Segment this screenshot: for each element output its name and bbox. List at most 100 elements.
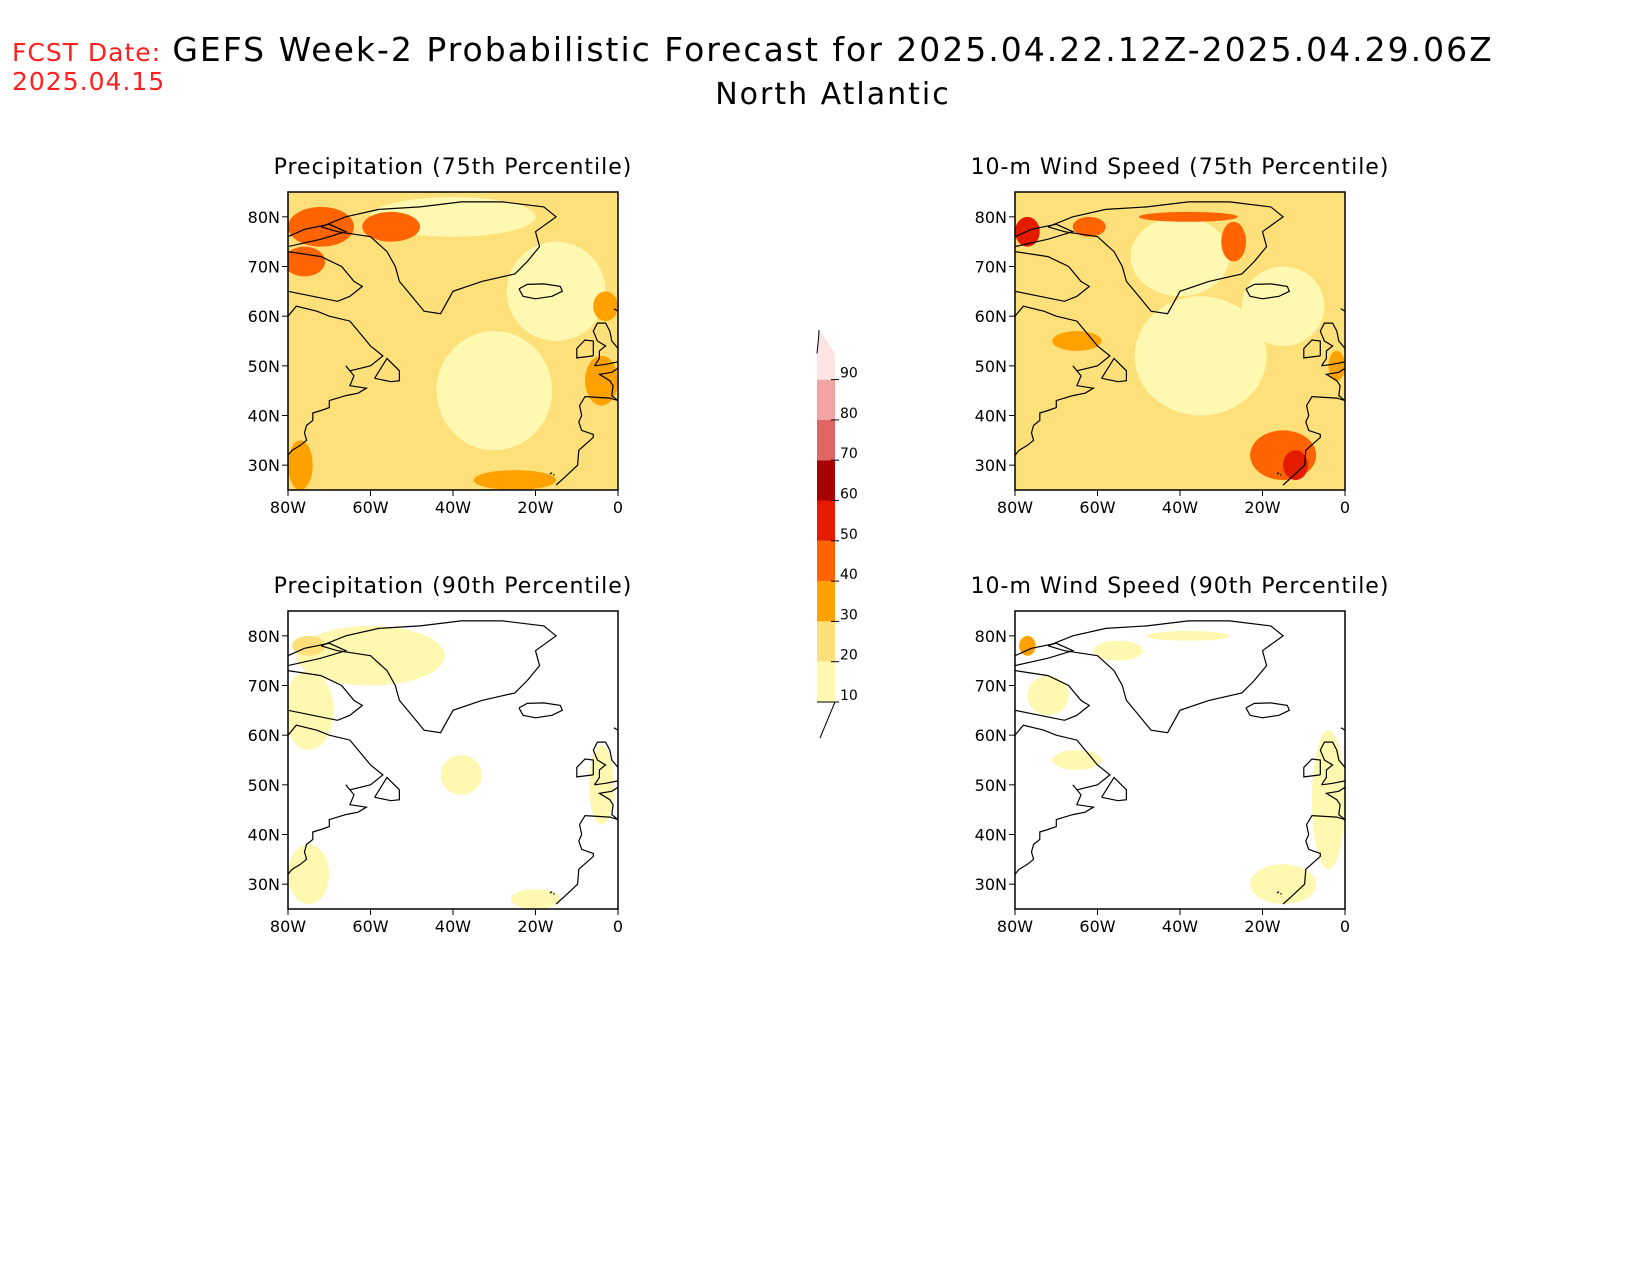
probability-area bbox=[288, 246, 326, 277]
lon-tick-label: 80W bbox=[270, 917, 306, 936]
probability-area bbox=[1052, 750, 1102, 770]
lon-tick-label: 0 bbox=[1340, 917, 1350, 936]
lon-tick-label: 60W bbox=[352, 917, 388, 936]
coastline bbox=[1015, 223, 1075, 248]
region-subtitle: North Atlantic bbox=[0, 77, 1650, 112]
lat-tick-label: 30N bbox=[975, 875, 1007, 894]
probability-area bbox=[1241, 266, 1325, 346]
lon-tick-label: 0 bbox=[613, 917, 623, 936]
panel-title: Precipitation (90th Percentile) bbox=[274, 574, 633, 599]
lat-tick-label: 50N bbox=[248, 357, 280, 376]
lat-tick-label: 40N bbox=[975, 407, 1007, 426]
coastline bbox=[1303, 758, 1321, 778]
coastline bbox=[1015, 642, 1075, 667]
coastline bbox=[1245, 283, 1291, 300]
probability-area bbox=[1147, 630, 1230, 641]
coastline bbox=[1319, 741, 1345, 786]
lon-tick-label: 20W bbox=[517, 498, 553, 517]
coastline bbox=[1319, 322, 1345, 367]
page-title-text: GEFS Week-2 Probabilistic Forecast for 2… bbox=[172, 30, 1494, 69]
coastline bbox=[288, 642, 348, 667]
coastline bbox=[555, 814, 618, 905]
lon-tick-label: 40W bbox=[435, 917, 471, 936]
coastline bbox=[1276, 472, 1280, 475]
coastline bbox=[1279, 893, 1282, 895]
coastline bbox=[597, 786, 618, 821]
lat-tick-label: 60N bbox=[975, 307, 1007, 326]
coastline bbox=[1245, 702, 1291, 719]
lat-tick-label: 80N bbox=[248, 208, 280, 227]
probability-area bbox=[1019, 635, 1036, 656]
lon-tick-label: 0 bbox=[1340, 498, 1350, 517]
colorbar-tick-label: 90 bbox=[840, 366, 858, 382]
coastline bbox=[1015, 305, 1111, 456]
map-panel-precip-90: Precipitation (90th Percentile) 80N 70N 60N… bbox=[230, 564, 690, 944]
forecast-date-block: FCST Date: 2025.04.15 bbox=[12, 38, 165, 96]
colorbar-legend: 10 20 30 40 50 60 70 80 90 bbox=[800, 329, 860, 740]
coastline bbox=[1282, 814, 1345, 905]
probability-area bbox=[1221, 221, 1246, 262]
colorbar-tick-label: 70 bbox=[840, 446, 858, 462]
colorbar-tick-label: 50 bbox=[840, 527, 858, 543]
probability-area bbox=[1027, 675, 1069, 716]
coastline bbox=[576, 758, 594, 778]
probability-area bbox=[1328, 350, 1345, 381]
lat-tick-label: 40N bbox=[975, 826, 1007, 845]
lon-tick-label: 60W bbox=[1079, 498, 1115, 517]
probability-area bbox=[362, 211, 420, 242]
lon-tick-label: 20W bbox=[1244, 498, 1280, 517]
lat-tick-label: 30N bbox=[975, 456, 1007, 475]
panel-title: Precipitation (75th Percentile) bbox=[274, 155, 633, 180]
probability-area bbox=[292, 635, 326, 656]
colorbar-segment bbox=[817, 379, 835, 420]
coastline bbox=[592, 741, 618, 786]
probability-area bbox=[506, 241, 606, 341]
coastline bbox=[552, 893, 555, 895]
lon-tick-label: 80W bbox=[997, 917, 1033, 936]
lat-tick-label: 50N bbox=[975, 357, 1007, 376]
lat-tick-label: 30N bbox=[248, 456, 280, 475]
map-panel-precip-75: Precipitation (75th Percentile) 80N 70N 60N… bbox=[230, 145, 690, 525]
lon-tick-label: 20W bbox=[517, 917, 553, 936]
lat-tick-label: 50N bbox=[248, 776, 280, 795]
coastline bbox=[592, 322, 618, 367]
colorbar-segment bbox=[817, 500, 835, 541]
map-panel-wind-75: 10-m Wind Speed (75th Percentile) 80N 70N 6… bbox=[957, 145, 1417, 525]
coastline bbox=[518, 702, 564, 719]
coastline bbox=[576, 339, 594, 359]
forecast-date-value: 2025.04.15 bbox=[12, 67, 166, 96]
map-svg: Precipitation (75th Percentile) 80N 70N 60N… bbox=[248, 155, 633, 517]
colorbar-segment bbox=[817, 419, 835, 461]
lat-tick-label: 80N bbox=[975, 627, 1007, 646]
coastline bbox=[518, 283, 564, 300]
coastline bbox=[1282, 395, 1345, 486]
lon-tick-label: 40W bbox=[1162, 498, 1198, 517]
colorbar-segment bbox=[817, 621, 835, 662]
colorbar-tick-label: 40 bbox=[840, 567, 858, 583]
lon-tick-label: 60W bbox=[352, 498, 388, 517]
colorbar-tick-label: 60 bbox=[840, 487, 858, 503]
colorbar-tick-label: 30 bbox=[840, 607, 858, 623]
probability-area bbox=[288, 844, 330, 905]
coastline bbox=[555, 395, 618, 486]
map-panel-wind-90: 10-m Wind Speed (90th Percentile) 80N 70N 6… bbox=[957, 564, 1417, 944]
probability-area bbox=[1130, 216, 1230, 297]
probability-area bbox=[1134, 296, 1267, 416]
map-svg: 10-m Wind Speed (90th Percentile) 80N 70N 6… bbox=[971, 574, 1389, 936]
coastline bbox=[1015, 724, 1111, 875]
colorbar-segment bbox=[817, 540, 835, 582]
probability-area bbox=[288, 440, 313, 490]
probability-area bbox=[1093, 640, 1143, 661]
probability-area bbox=[1250, 430, 1317, 481]
colorbar-extension-top bbox=[816, 329, 820, 354]
region-subtitle-text: North Atlantic bbox=[715, 77, 951, 112]
probability-area bbox=[436, 331, 552, 451]
coastline bbox=[1101, 776, 1127, 802]
coastline bbox=[1101, 357, 1127, 383]
coastline bbox=[288, 305, 384, 456]
lat-tick-label: 60N bbox=[248, 307, 280, 326]
coastline bbox=[1324, 367, 1345, 402]
coastline bbox=[374, 357, 400, 383]
coastline bbox=[320, 201, 558, 315]
page-title: GEFS Week-2 Probabilistic Forecast for 2… bbox=[0, 30, 1650, 69]
